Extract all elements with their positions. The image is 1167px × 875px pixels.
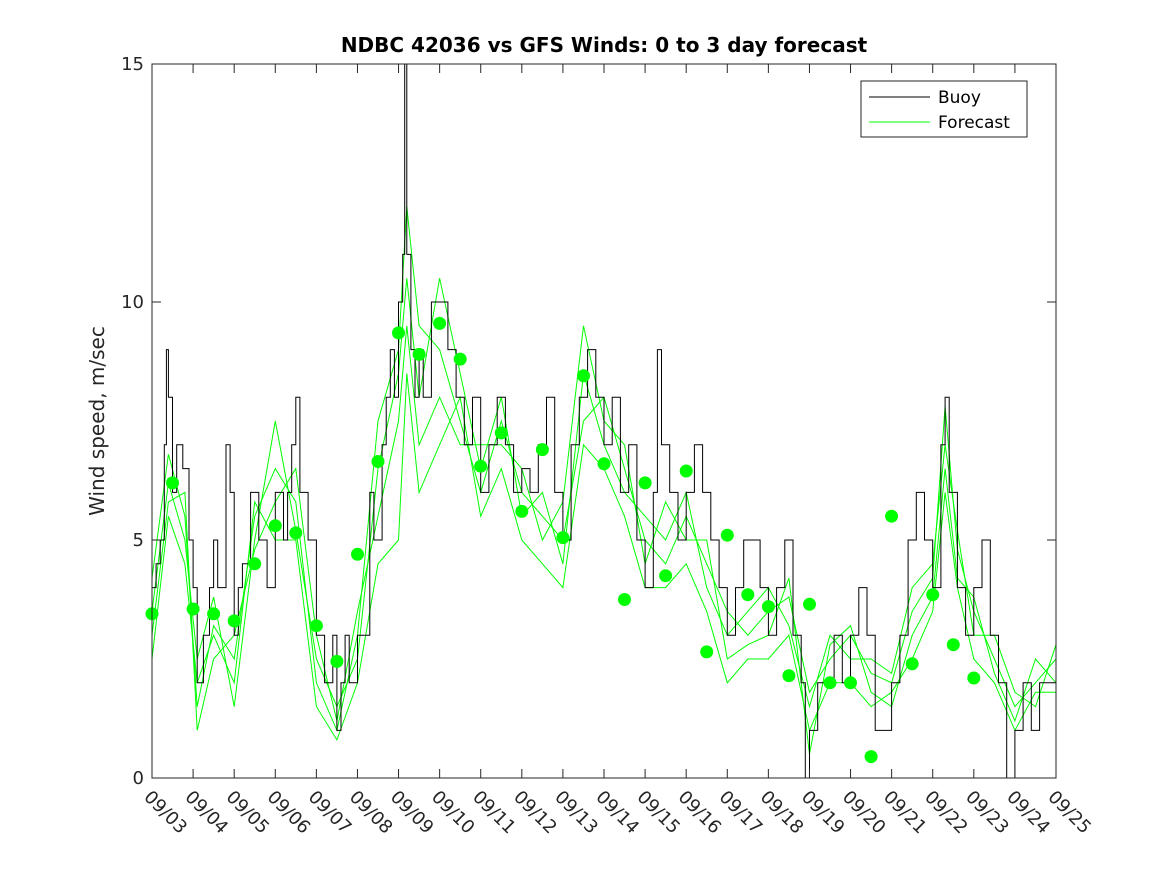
- forecast-marker-39: [926, 588, 940, 602]
- forecast-marker-23: [597, 457, 611, 471]
- legend-forecast-label: Forecast: [938, 113, 1010, 133]
- forecast-marker-33: [803, 597, 816, 611]
- forecast-marker-34: [823, 676, 837, 690]
- forecast-marker-11: [351, 547, 364, 561]
- forecast-marker-17: [474, 459, 488, 473]
- forecast-marker-26: [659, 569, 673, 583]
- y-tick-label-10: 10: [121, 292, 144, 313]
- y-axis: 0 5 10 15: [121, 54, 1056, 789]
- forecast-series-line-2: [151, 278, 1057, 709]
- forecast-marker-4: [207, 607, 221, 621]
- forecast-marker-19: [515, 504, 529, 518]
- forecast-marker-31: [761, 600, 775, 614]
- forecast-marker-10: [330, 654, 344, 668]
- forecast-marker-3: [186, 602, 200, 616]
- forecast-marker-30: [741, 588, 755, 602]
- forecast-marker-37: [885, 509, 899, 523]
- forecast-marker-28: [700, 645, 714, 659]
- forecast-marker-32: [782, 669, 796, 683]
- forecast-marker-22: [577, 369, 590, 383]
- forecast-marker-27: [679, 464, 693, 478]
- forecast-marker-41: [967, 671, 981, 685]
- forecast-series-line-3: [151, 325, 1057, 755]
- forecast-marker-12: [371, 455, 385, 468]
- y-tick-label-15: 15: [121, 54, 144, 75]
- y-tick-label-5: 5: [133, 530, 144, 551]
- forecast-marker-40: [946, 638, 960, 652]
- legend-buoy-label: Buoy: [938, 88, 981, 108]
- forecast-marker-35: [844, 676, 857, 690]
- forecast-marker-16: [453, 352, 467, 366]
- forecast-marker-21: [556, 531, 570, 545]
- forecast-marker-25: [638, 476, 652, 490]
- legend-box: [860, 80, 1028, 138]
- forecast-marker-5: [227, 614, 241, 628]
- forecast-marker-7: [268, 519, 282, 533]
- forecast-marker-2: [166, 476, 179, 490]
- buoy-series-line: [152, 63, 1056, 779]
- forecast-marker-29: [720, 528, 734, 542]
- forecast-series-line-4: [151, 373, 1056, 742]
- forecast-marker-24: [618, 593, 631, 606]
- forecast-marker-13: [392, 326, 405, 340]
- forecast-marker-14: [412, 347, 426, 361]
- forecast-marker-18: [494, 426, 508, 440]
- forecast-marker-36: [864, 750, 878, 764]
- chart-title: NDBC 42036 vs GFS Winds: 0 to 3 day fore…: [341, 33, 868, 57]
- forecast-marker-9: [309, 619, 323, 633]
- y-axis-label: Wind speed, m/sec: [85, 326, 109, 516]
- forecast-marker-6: [248, 557, 262, 571]
- forecast-marker-8: [289, 526, 303, 540]
- y-tick-label-0: 0: [133, 768, 144, 789]
- forecast-marker-15: [433, 316, 447, 330]
- plot-area: [145, 63, 1057, 779]
- forecast-marker-20: [535, 443, 549, 457]
- legend: Buoy Forecast: [860, 80, 1028, 138]
- forecast-marker-38: [905, 657, 919, 671]
